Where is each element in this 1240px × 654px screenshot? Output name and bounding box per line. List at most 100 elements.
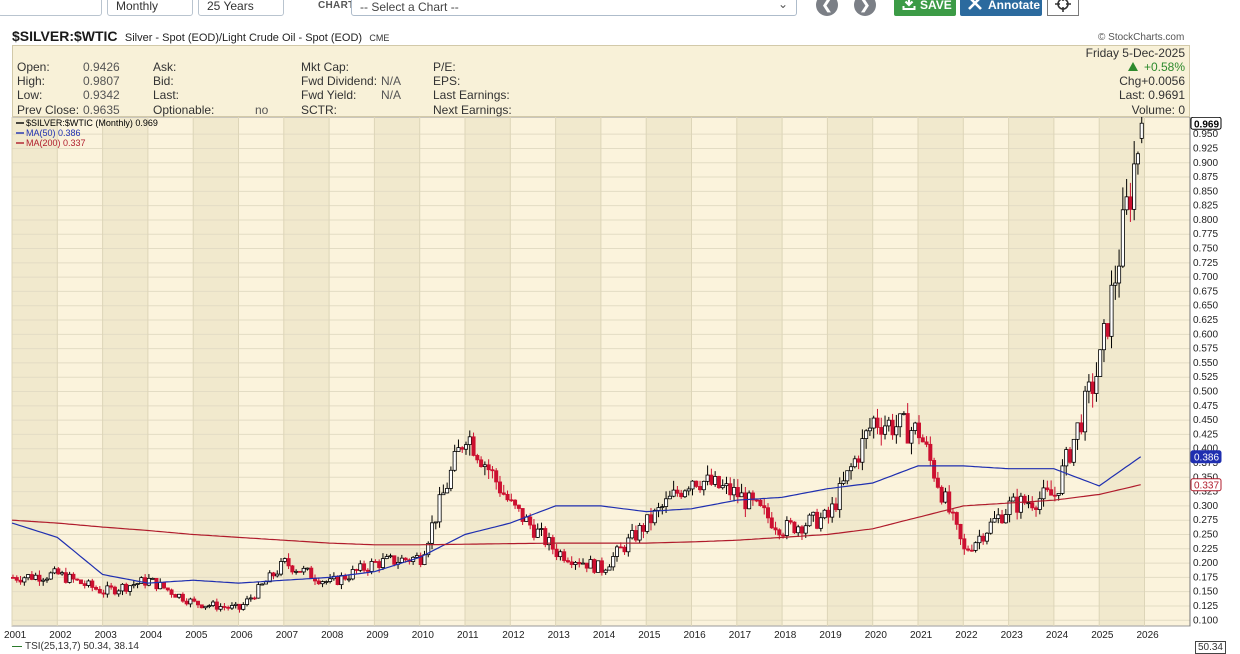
candle-body — [260, 583, 265, 586]
candle-body — [988, 521, 993, 534]
x-tick-label: 2024 — [1046, 630, 1069, 641]
chart-select[interactable]: -- Select a Chart -- ⌄ — [351, 0, 797, 16]
candle-body — [94, 587, 99, 590]
candle-body — [766, 507, 771, 519]
symbol-input[interactable] — [0, 0, 102, 16]
annotate-button[interactable]: Annotate — [960, 0, 1042, 16]
y-tick-label: 0.825 — [1193, 201, 1218, 212]
candle-body — [860, 438, 865, 463]
y-tick-label: 0.800 — [1193, 215, 1218, 226]
candle-body — [199, 604, 204, 609]
download-icon — [902, 0, 916, 10]
x-tick-label: 2009 — [366, 630, 389, 641]
candle-body — [528, 516, 533, 526]
y-tick-label: 0.100 — [1193, 615, 1218, 626]
candle-body — [966, 548, 971, 551]
prev-close-label: Prev Close: — [17, 103, 80, 117]
candle-body — [324, 581, 329, 583]
candle-body — [648, 514, 653, 524]
annotate-label: Annotate — [988, 0, 1040, 12]
price-chart[interactable]: 0.100 0.125 0.150 0.175 0.200 0.225 0.250 0.275… — [0, 117, 1240, 641]
candle-body — [120, 583, 125, 592]
candle-body — [237, 603, 242, 610]
candle-body — [245, 598, 250, 605]
legend-main: $SILVER:$WTIC (Monthly) 0.969 — [26, 118, 158, 128]
candle-body — [105, 585, 110, 595]
candle-body — [935, 477, 940, 488]
y-tick-label: 0.650 — [1193, 301, 1218, 312]
candle-body — [856, 458, 861, 463]
candle-body — [101, 592, 106, 595]
high-label: High: — [17, 74, 46, 88]
candle-body — [18, 579, 23, 583]
x-tick-label: 2015 — [638, 630, 661, 641]
candle-body — [799, 526, 804, 534]
sctr-label: SCTR: — [301, 103, 337, 117]
candle-body — [354, 569, 359, 571]
candle-body — [452, 451, 457, 471]
y-tick-label: 0.225 — [1193, 544, 1218, 555]
candle-body — [309, 567, 314, 579]
y-tick-label: 0.375 — [1193, 458, 1218, 469]
last-price-tag-box — [1190, 117, 1222, 130]
candle-body — [664, 498, 669, 507]
candle-body — [67, 573, 72, 583]
last-price: Last: 0.9691 — [1118, 88, 1185, 102]
candle-body — [10, 576, 15, 579]
candle-body — [898, 413, 903, 428]
candle-body — [169, 589, 174, 595]
candle-body — [939, 486, 944, 503]
candle-body — [448, 469, 453, 489]
candle-body — [33, 574, 38, 580]
chevron-down-icon: ⌄ — [777, 0, 788, 11]
candle-body — [1083, 390, 1088, 433]
legend-ma50: MA(50) 0.386 — [26, 128, 81, 138]
candle-body — [573, 561, 578, 565]
candle-body — [267, 572, 272, 583]
range-select[interactable]: 25 Years — [198, 0, 284, 16]
candle-body — [562, 551, 567, 561]
candle-body — [426, 542, 431, 556]
period-select[interactable]: Monthly — [107, 0, 193, 16]
x-tick-label: 2008 — [321, 630, 344, 641]
crosshair-button[interactable] — [1047, 0, 1079, 16]
candle-body — [161, 581, 166, 589]
candle-body — [962, 538, 967, 550]
optionable-value: no — [255, 103, 269, 117]
save-button[interactable]: SAVE — [894, 0, 956, 16]
year-band — [827, 118, 873, 625]
candle-body — [739, 492, 744, 498]
candle-body — [475, 455, 480, 461]
y-tick-label: 0.675 — [1193, 286, 1218, 297]
year-band — [374, 118, 420, 625]
open-label: Open: — [17, 60, 50, 74]
candle-body — [686, 488, 691, 492]
candle-body — [1086, 381, 1091, 392]
legend-ma200: MA(200) 0.337 — [26, 138, 86, 148]
candle-body — [826, 509, 831, 518]
candle-body — [554, 548, 559, 558]
candle-body — [71, 573, 76, 580]
candle-body — [282, 558, 287, 562]
low-value: 0.9342 — [83, 88, 120, 102]
candle-body — [14, 577, 19, 581]
high-value: 0.9807 — [83, 74, 120, 88]
y-tick-label: 0.300 — [1193, 501, 1218, 512]
candle-body — [622, 546, 627, 553]
ma50-price-tag-box — [1190, 450, 1222, 464]
y-tick-label: 0.200 — [1193, 558, 1218, 569]
candle-body — [796, 526, 801, 534]
y-tick-label: 0.600 — [1193, 329, 1218, 340]
prev-arrow-button[interactable]: ❮ — [816, 0, 838, 16]
price-tags: 0.969 0.386 0.337 — [1190, 117, 1222, 492]
candle-body — [305, 567, 310, 570]
candle-body — [290, 565, 295, 573]
candle-body — [611, 556, 616, 568]
candle-body — [26, 574, 31, 579]
next-arrow-button[interactable]: ❯ — [854, 0, 876, 16]
candle-body — [932, 460, 937, 479]
y-tick-label: 0.725 — [1193, 258, 1218, 269]
candle-body — [913, 422, 918, 431]
candle-body — [807, 514, 812, 527]
candle-body — [830, 503, 835, 518]
